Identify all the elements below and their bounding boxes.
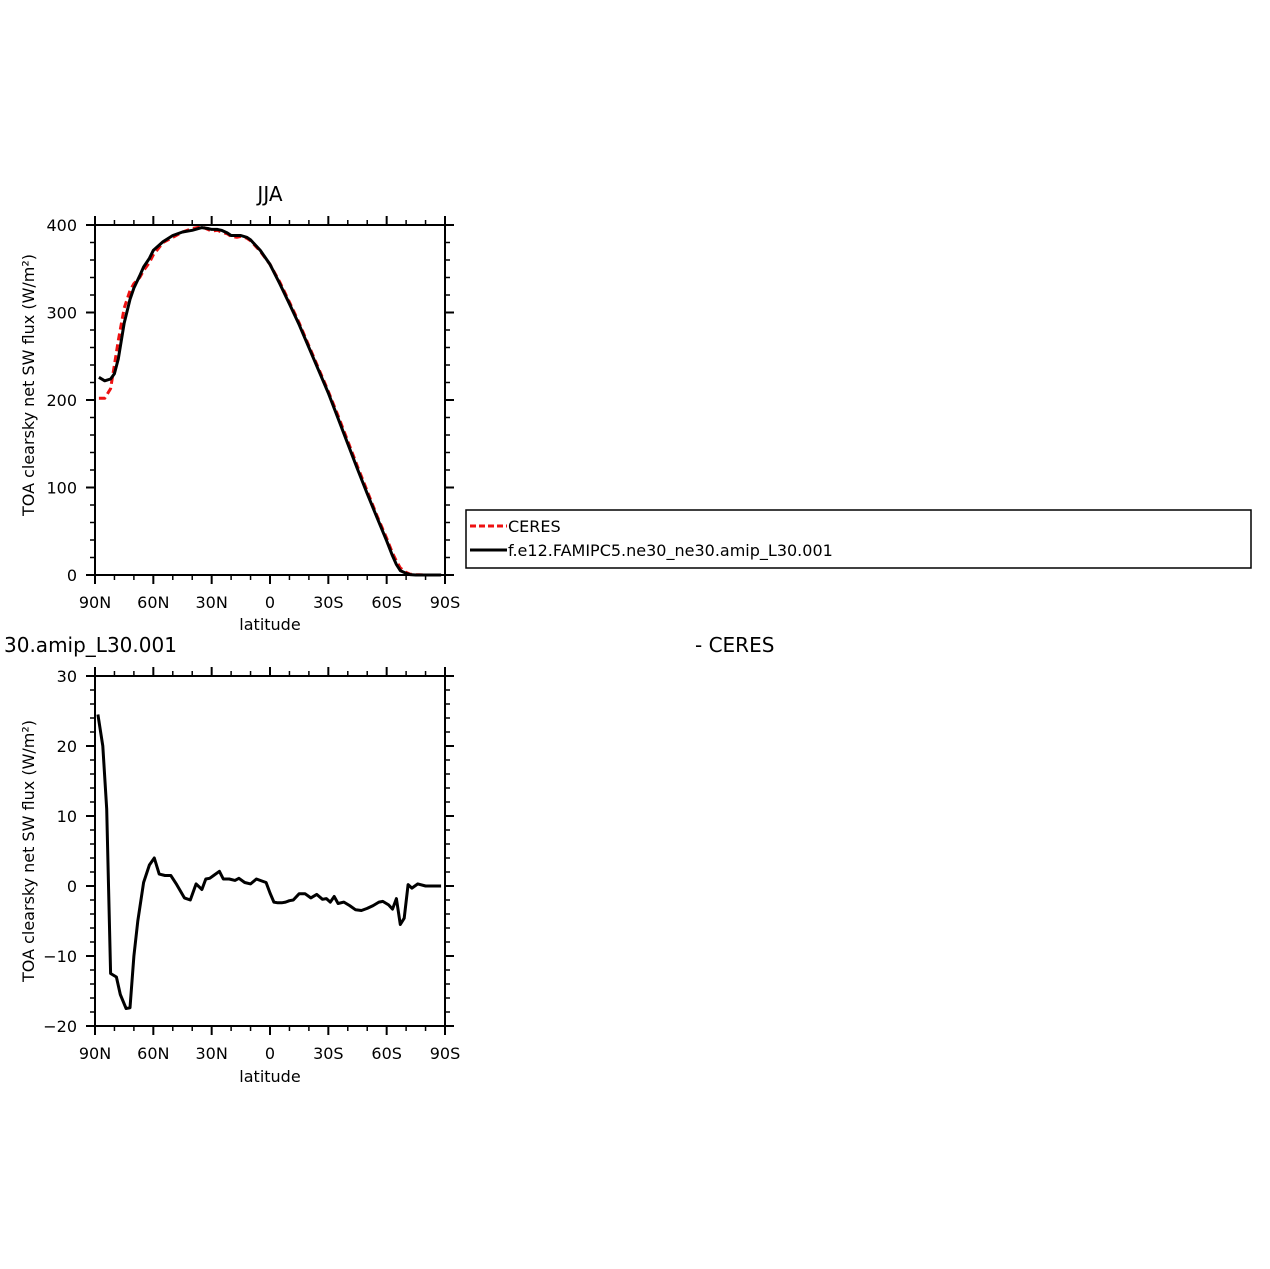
bottom-chart-title-right: - CERES bbox=[695, 633, 774, 657]
bottom-x-tick-label: 30S bbox=[313, 1044, 344, 1063]
bottom-plot-frame bbox=[94, 675, 446, 1027]
bottom-chart-title-left: 30.amip_L30.001 bbox=[4, 633, 177, 657]
bottom-y-tick-label: 20 bbox=[57, 737, 77, 756]
top-y-tick-label: 300 bbox=[46, 304, 77, 323]
top-y-tick-label: 400 bbox=[46, 216, 77, 235]
top-plot-frame bbox=[94, 224, 446, 576]
bottom-y-tick-label: −20 bbox=[43, 1017, 77, 1036]
top-x-tick-label: 0 bbox=[265, 593, 275, 612]
bottom-y-tick-label: 0 bbox=[67, 877, 77, 896]
bottom-y-tick-labels: −20 −10 0 10 20 30 bbox=[43, 667, 77, 1036]
bottom-x-axis-label: latitude bbox=[239, 1067, 300, 1086]
top-y-tick-label: 200 bbox=[46, 391, 77, 410]
top-x-tick-labels: 90N 60N 30N 0 30S 60S 90S bbox=[79, 593, 460, 612]
top-chart-title: JJA bbox=[255, 182, 282, 206]
top-series-layer bbox=[98, 225, 442, 577]
legend: CERES f.e12.FAMIPC5.ne30_ne30.amip_L30.0… bbox=[465, 509, 1252, 569]
top-panel: JJA 90N 60N 30N 0 30S 60S 90S 0 100 200 300 400 la… bbox=[19, 182, 460, 634]
top-x-tick-label: 60S bbox=[371, 593, 402, 612]
top-series-line-0 bbox=[98, 225, 442, 577]
bottom-x-tick-label: 30N bbox=[196, 1044, 228, 1063]
bottom-y-tick-label: 10 bbox=[57, 807, 77, 826]
top-x-tick-label: 60N bbox=[137, 593, 169, 612]
top-x-tick-label: 30S bbox=[313, 593, 344, 612]
bottom-x-tick-label: 60S bbox=[371, 1044, 402, 1063]
top-x-axis-label: latitude bbox=[239, 615, 300, 634]
bottom-x-tick-label: 90N bbox=[79, 1044, 111, 1063]
legend-entry-ceres: CERES bbox=[508, 517, 561, 536]
top-x-tick-label: 90S bbox=[430, 593, 461, 612]
top-series-line-1 bbox=[98, 226, 442, 577]
bottom-ticks bbox=[86, 667, 454, 1035]
bottom-x-tick-labels: 90N 60N 30N 0 30S 60S 90S bbox=[79, 1044, 460, 1063]
top-x-tick-label: 30N bbox=[196, 593, 228, 612]
top-y-tick-label: 0 bbox=[67, 566, 77, 585]
legend-box bbox=[465, 509, 1252, 569]
top-ticks bbox=[86, 216, 454, 584]
bottom-y-tick-label: −10 bbox=[43, 947, 77, 966]
bottom-x-tick-label: 60N bbox=[137, 1044, 169, 1063]
bottom-y-axis-label: TOA clearsky net SW flux (W/m²) bbox=[19, 720, 38, 983]
top-y-axis-label: TOA clearsky net SW flux (W/m²) bbox=[19, 254, 38, 517]
top-y-tick-label: 100 bbox=[46, 479, 77, 498]
bottom-x-tick-label: 90S bbox=[430, 1044, 461, 1063]
bottom-x-tick-label: 0 bbox=[265, 1044, 275, 1063]
bottom-series-line-0 bbox=[96, 714, 442, 1010]
top-y-tick-labels: 0 100 200 300 400 bbox=[46, 216, 77, 585]
legend-entry-model: f.e12.FAMIPC5.ne30_ne30.amip_L30.001 bbox=[508, 541, 833, 561]
top-x-tick-label: 90N bbox=[79, 593, 111, 612]
bottom-y-tick-label: 30 bbox=[57, 667, 77, 686]
bottom-series-layer bbox=[96, 714, 442, 1010]
bottom-panel: 30.amip_L30.001 - CERES 90N 60N 30N 0 30S 60S… bbox=[4, 633, 774, 1086]
